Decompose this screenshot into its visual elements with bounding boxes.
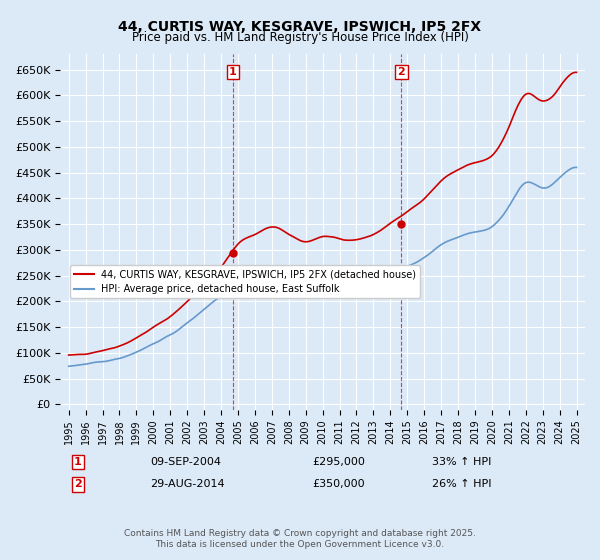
Text: 29-AUG-2014: 29-AUG-2014	[150, 479, 224, 489]
Text: 09-SEP-2004: 09-SEP-2004	[150, 457, 221, 467]
Text: 44, CURTIS WAY, KESGRAVE, IPSWICH, IP5 2FX: 44, CURTIS WAY, KESGRAVE, IPSWICH, IP5 2…	[118, 20, 482, 34]
Text: 2: 2	[398, 67, 406, 77]
Text: 2: 2	[74, 479, 82, 489]
Text: Contains HM Land Registry data © Crown copyright and database right 2025.
This d: Contains HM Land Registry data © Crown c…	[124, 529, 476, 549]
Text: £350,000: £350,000	[312, 479, 365, 489]
Text: Price paid vs. HM Land Registry's House Price Index (HPI): Price paid vs. HM Land Registry's House …	[131, 31, 469, 44]
Text: 26% ↑ HPI: 26% ↑ HPI	[432, 479, 491, 489]
Legend: 44, CURTIS WAY, KESGRAVE, IPSWICH, IP5 2FX (detached house), HPI: Average price,: 44, CURTIS WAY, KESGRAVE, IPSWICH, IP5 2…	[70, 265, 421, 298]
Text: 1: 1	[229, 67, 236, 77]
Text: 1: 1	[74, 457, 82, 467]
Text: £295,000: £295,000	[312, 457, 365, 467]
Text: 33% ↑ HPI: 33% ↑ HPI	[432, 457, 491, 467]
